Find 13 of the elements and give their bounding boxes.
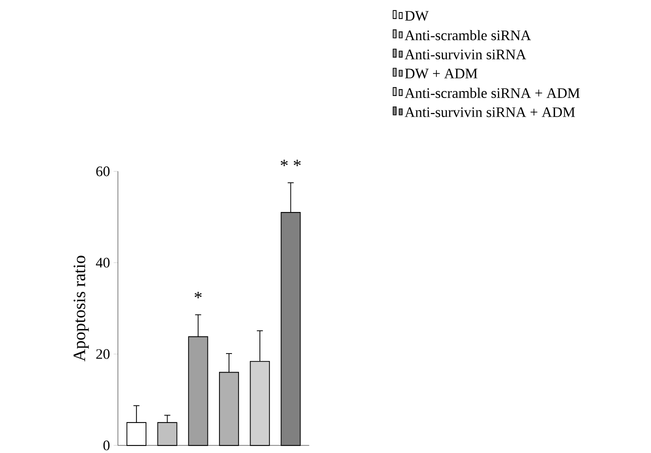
y-tick-label: 20 [96, 348, 110, 359]
y-axis-title: Apoptosis ratio [74, 256, 89, 362]
y-tick-label: 60 [96, 166, 110, 176]
legend-label: DW [405, 10, 429, 21]
legend-label: DW + ADM [405, 68, 478, 78]
y-tick-label: 0 [103, 440, 110, 450]
legend-label: Anti-scramble siRNA [404, 30, 531, 40]
data-label: * [194, 292, 202, 298]
y-tick-label: 40 [96, 258, 110, 268]
data-label: * * [280, 160, 301, 166]
legend-label: Anti-survivin siRNA [404, 49, 526, 60]
legend-label: Anti-scramble siRNA + ADM [404, 88, 580, 98]
legend-label: Anti-survivin siRNA + ADM [404, 107, 575, 117]
